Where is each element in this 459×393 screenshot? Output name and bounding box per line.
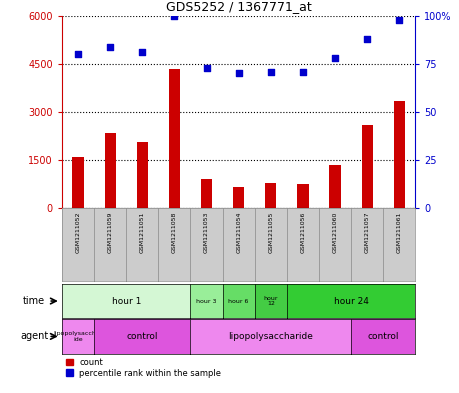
Point: [299, 68, 307, 75]
Bar: [73, 157, 84, 208]
Text: control: control: [368, 332, 399, 341]
Point: [139, 49, 146, 55]
Legend: count, percentile rank within the sample: count, percentile rank within the sample: [66, 358, 221, 378]
Text: time: time: [23, 296, 45, 306]
Text: GSM1211059: GSM1211059: [108, 212, 112, 253]
Text: GSM1211052: GSM1211052: [76, 212, 80, 253]
Bar: [297, 184, 308, 208]
Text: GSM1211061: GSM1211061: [397, 212, 402, 253]
Bar: [394, 101, 405, 208]
Text: GSM1211057: GSM1211057: [365, 212, 369, 253]
Text: agent: agent: [20, 331, 48, 342]
Text: GSM1211053: GSM1211053: [204, 212, 209, 253]
Text: lipopolysaccharide: lipopolysaccharide: [229, 332, 313, 341]
Text: GSM1211051: GSM1211051: [140, 212, 145, 253]
Bar: [201, 179, 212, 208]
Text: GSM1211056: GSM1211056: [301, 212, 305, 253]
Text: lipopolysacchar
ide: lipopolysacchar ide: [53, 331, 103, 342]
Text: GSM1211054: GSM1211054: [236, 212, 241, 253]
Bar: [137, 143, 148, 208]
Point: [396, 17, 403, 23]
Title: GDS5252 / 1367771_at: GDS5252 / 1367771_at: [166, 0, 312, 13]
Bar: [169, 69, 180, 208]
Bar: [330, 165, 341, 208]
Text: hour 6: hour 6: [229, 299, 249, 303]
Text: hour 24: hour 24: [334, 297, 369, 305]
Text: GSM1211058: GSM1211058: [172, 212, 177, 253]
Point: [171, 13, 178, 19]
Point: [331, 55, 339, 61]
Text: hour 1: hour 1: [112, 297, 141, 305]
Text: hour 3: hour 3: [196, 299, 217, 303]
Bar: [105, 133, 116, 208]
Point: [235, 70, 242, 77]
Text: GSM1211055: GSM1211055: [269, 212, 273, 253]
Bar: [233, 187, 244, 208]
Bar: [362, 125, 373, 208]
Point: [364, 36, 371, 42]
Point: [267, 68, 274, 75]
Text: control: control: [127, 332, 158, 341]
Point: [106, 43, 114, 50]
Point: [74, 51, 82, 57]
Text: GSM1211060: GSM1211060: [333, 212, 337, 253]
Point: [203, 64, 210, 71]
Bar: [265, 183, 276, 208]
Text: hour
12: hour 12: [263, 296, 278, 307]
